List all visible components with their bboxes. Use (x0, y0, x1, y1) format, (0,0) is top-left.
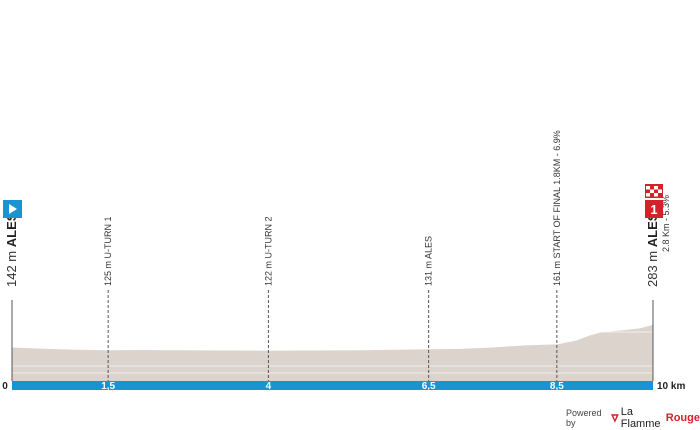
brand-suffix: Rouge (665, 412, 700, 424)
checkered-flag-icon (645, 184, 663, 198)
waypoint-label-2: 122 m U-TURN 2 (263, 216, 273, 286)
profile-area (12, 324, 653, 381)
waypoint-label-3: 131 m ALES (424, 236, 434, 286)
tick-label-1: 1,5 (101, 381, 115, 392)
tick-label-2: 4 (266, 381, 272, 392)
waypoint-name-5: ALES (645, 212, 660, 247)
finish-number: 1 (650, 202, 657, 217)
distance-bar (12, 381, 653, 390)
brand-prefix: La Flamme (620, 406, 661, 430)
waypoint-label-0: 142 m ALES (4, 212, 19, 287)
flag-check (650, 189, 654, 193)
powered-by-text: Powered by (566, 408, 602, 428)
flame-v-icon (610, 413, 619, 423)
play-triangle (9, 204, 17, 214)
brand-logo: La Flamme Rouge (610, 406, 700, 430)
waypoint-label-1: 125 m U-TURN 1 (103, 216, 113, 286)
waypoint-altitude-5: 283 m (645, 247, 660, 287)
waypoint-altitude-0: 142 m (4, 247, 19, 287)
powered-by: Powered by La Flamme Rouge (566, 406, 700, 430)
waypoint-name-0: ALES (4, 212, 19, 247)
flag-check (658, 189, 662, 193)
finish-box (645, 200, 663, 218)
tick-label-3: 6,5 (422, 381, 436, 392)
markers: 1 (3, 184, 663, 218)
flag-check (654, 193, 658, 197)
waypoint-label-4: 161 m START OF FINAL 1.8KM - 6.9% (552, 130, 562, 286)
tick-label-4: 8,5 (550, 381, 564, 392)
flag-check (654, 186, 658, 190)
waypoint-label-5: 283 m ALES (645, 212, 660, 287)
tick-label-0: 0 (2, 381, 8, 392)
profile-layer (12, 304, 653, 381)
distance-axis: 0 1,5 4 6,5 8,5 10 km (2, 381, 685, 392)
tick-label-5: 10 km (657, 381, 685, 392)
flag-check (646, 193, 650, 197)
waypoint-sub-5: 2.8 Km - 5.3% (661, 195, 671, 252)
waypoint-layer: 142 m ALES 125 m U-TURN 1 122 m U-TURN 2 13… (4, 130, 671, 381)
flag-check (646, 186, 650, 190)
